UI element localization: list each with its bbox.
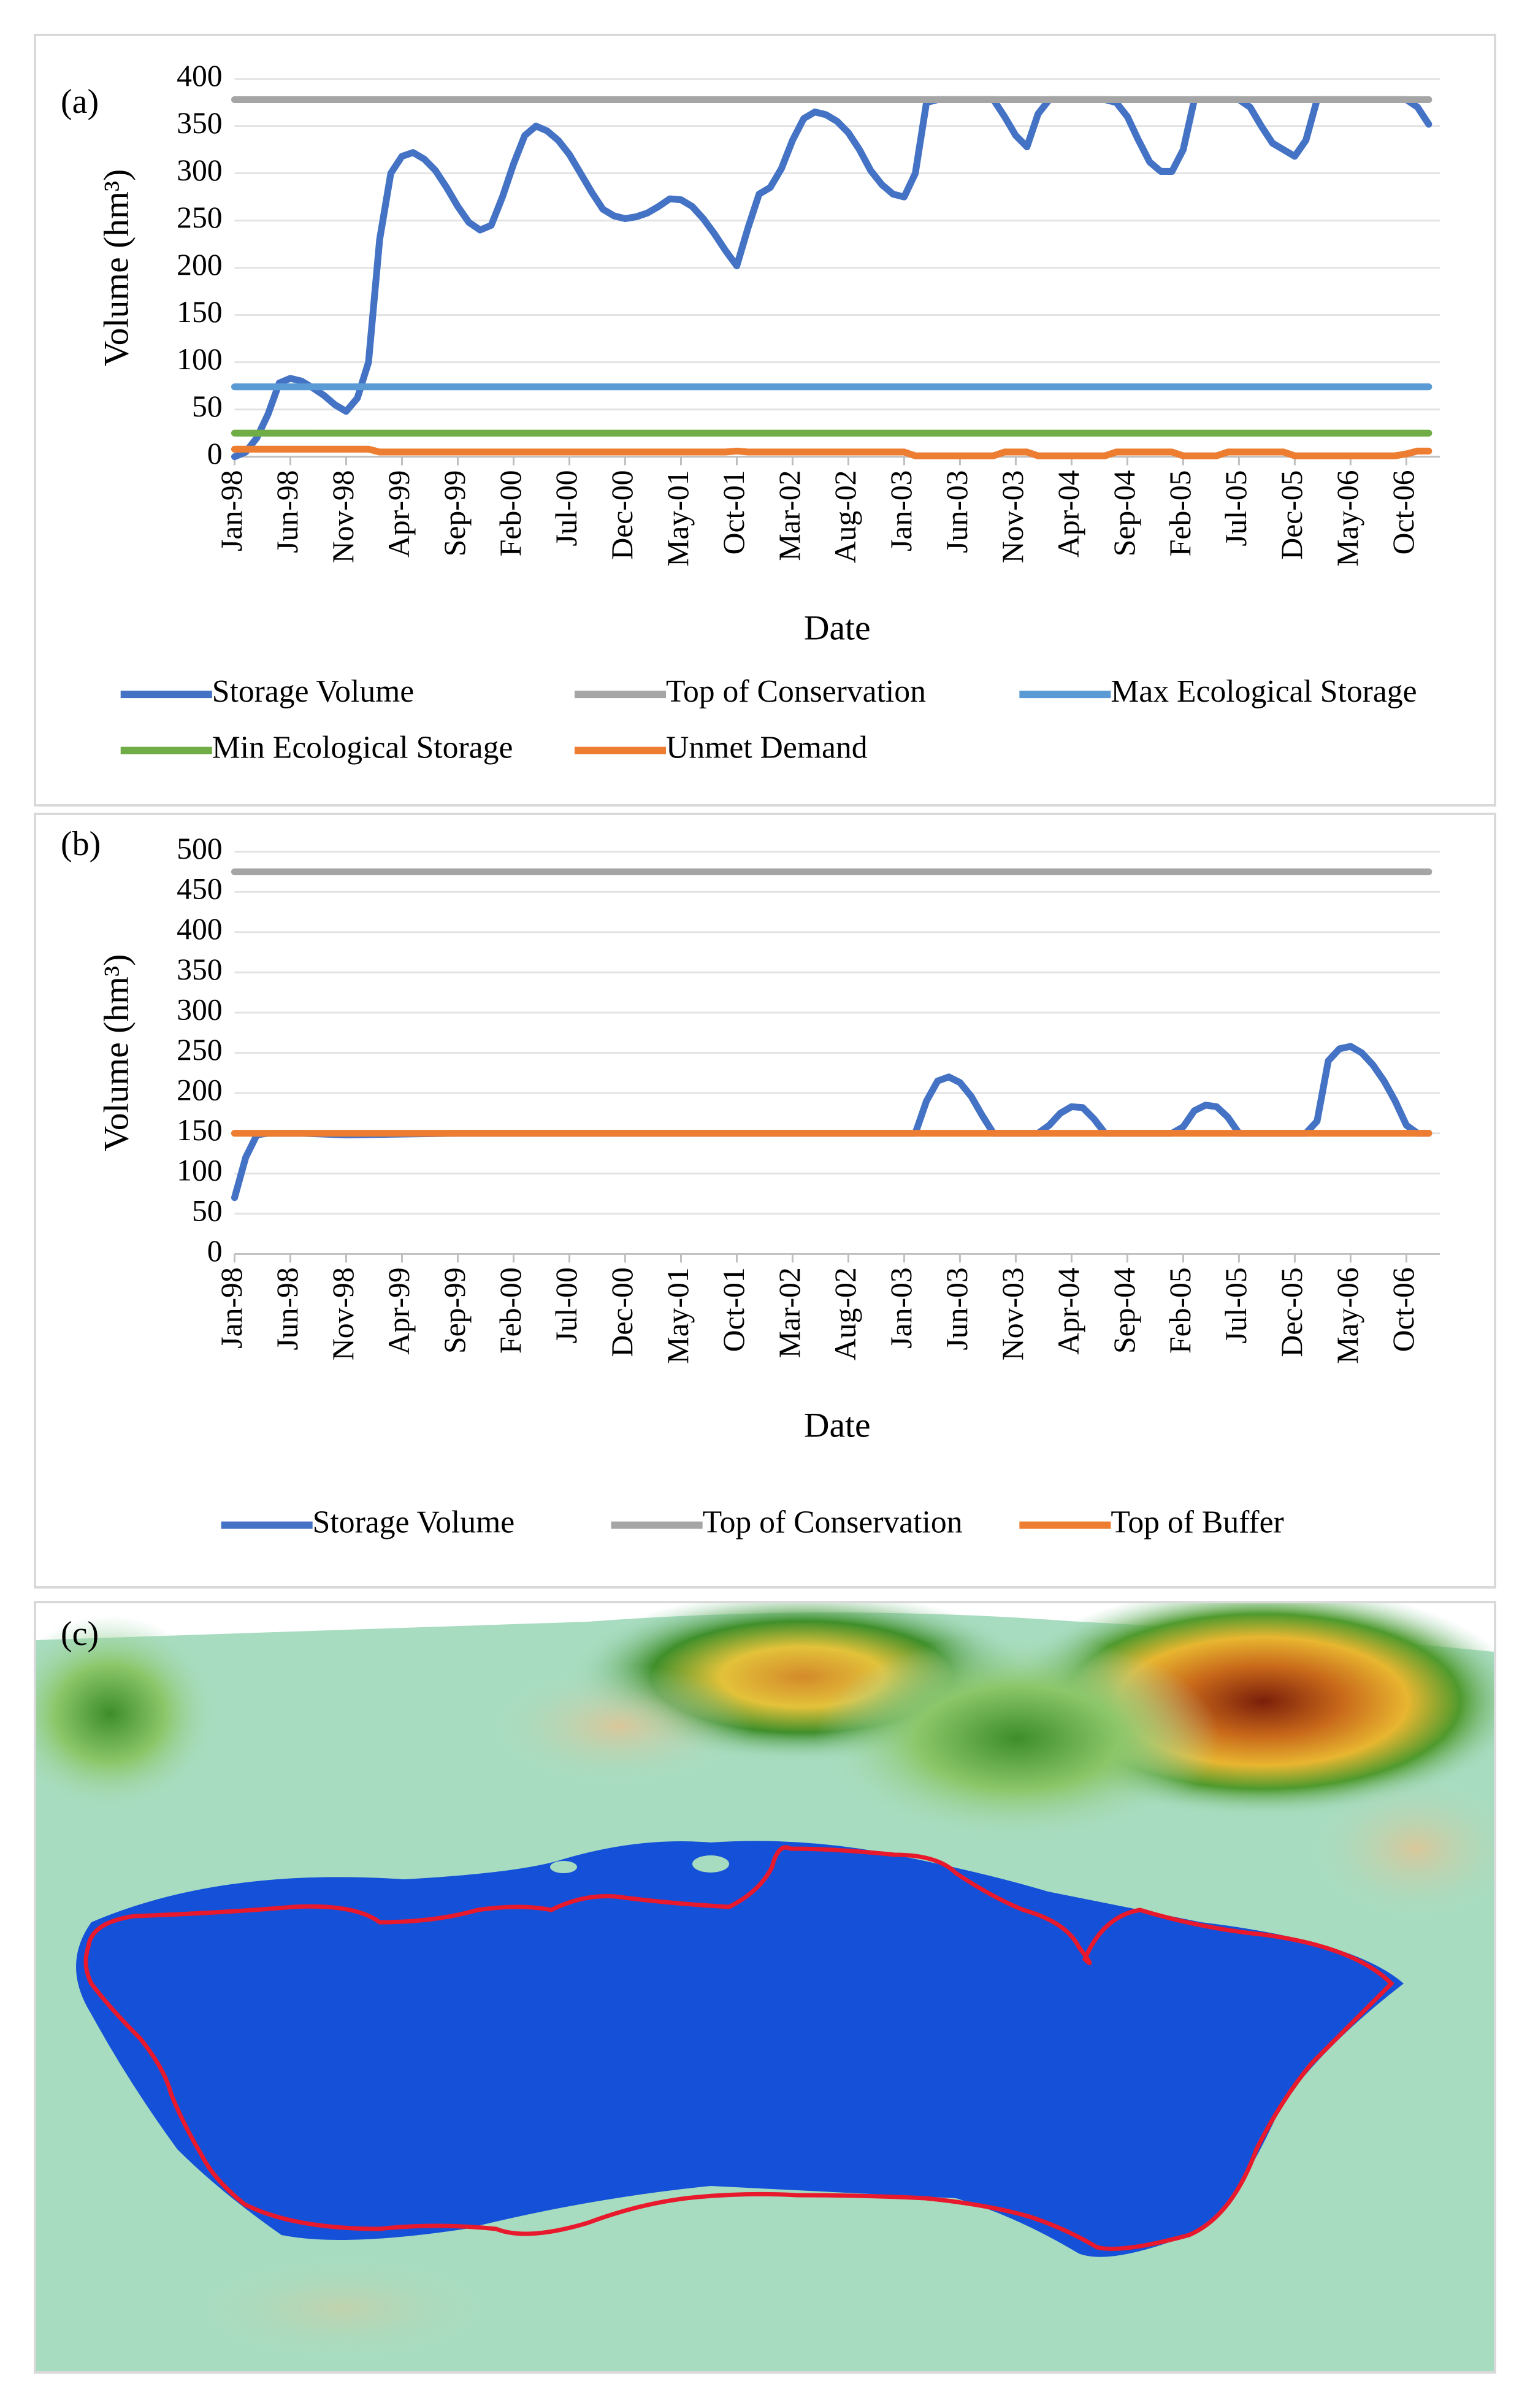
y-tick-label: 200 <box>177 248 223 282</box>
y-tick-label: 100 <box>177 1154 223 1187</box>
legend-entry: Unmet Demand <box>666 730 868 765</box>
x-tick-label: Apr-99 <box>382 470 416 557</box>
x-tick-label: Jan-03 <box>884 1267 918 1348</box>
y-tick-label: 200 <box>177 1073 223 1107</box>
x-tick-label: Jan-98 <box>215 1267 248 1348</box>
y-tick-label: 50 <box>192 389 223 423</box>
x-tick-label: Feb-00 <box>494 1267 527 1354</box>
x-tick-label: May-06 <box>1331 470 1364 566</box>
y-axis-title: Volume (hm³) <box>98 954 136 1152</box>
y-tick-label: 450 <box>177 872 223 906</box>
x-tick-label: Jul-00 <box>549 470 583 546</box>
x-tick-label: May-06 <box>1331 1267 1364 1363</box>
x-tick-label: Sep-04 <box>1107 1267 1141 1354</box>
y-tick-label: 150 <box>177 1113 223 1147</box>
x-axis-title: Date <box>804 609 871 648</box>
panel-label-b: (b) <box>61 825 101 863</box>
island-2 <box>692 1855 729 1873</box>
x-tick-label: Oct-01 <box>717 470 751 554</box>
y-tick-label: 350 <box>177 953 223 986</box>
x-tick-label: Feb-05 <box>1163 470 1197 556</box>
x-tick-label: May-01 <box>661 1267 695 1363</box>
y-tick-label: 300 <box>177 153 223 187</box>
sand-hills <box>484 1665 754 1787</box>
y-tick-label: 300 <box>177 992 223 1026</box>
y-tick-label: 350 <box>177 106 223 140</box>
legend-entry: Storage Volume <box>212 674 415 709</box>
panel-label-a: (a) <box>61 83 99 121</box>
hills-north <box>815 1634 1220 1842</box>
x-tick-label: Aug-02 <box>828 470 862 563</box>
y-tick-label: 250 <box>177 201 223 234</box>
chart-b-svg: 0 50 100 150 200 250 300 350 400 450 500 Jan-98 Jun-… <box>98 832 1440 1540</box>
series-line-unmet-demand <box>231 445 1432 459</box>
hills-west <box>36 1616 220 1812</box>
x-tick-label: Apr-04 <box>1052 1267 1085 1355</box>
x-tick-label: Oct-06 <box>1387 1267 1420 1352</box>
series-line-storage-volume <box>231 1043 1432 1202</box>
x-tick-label: Sep-99 <box>438 470 472 556</box>
chart-a-svg: 0 50 100 150 200 250 300 350 400 Jan-98 Jun-98 Nov-… <box>98 59 1440 765</box>
x-tick-label: Jul-05 <box>1219 470 1253 546</box>
terrain-map <box>36 1603 1494 2371</box>
x-tick-label: Sep-99 <box>438 1267 472 1354</box>
legend-entry: Top of Conservation <box>703 1505 963 1540</box>
terrain-map-panel: (c) <box>34 1601 1496 2374</box>
x-tick-label: Oct-06 <box>1387 470 1420 554</box>
y-tick-label: 400 <box>177 912 223 946</box>
x-tick-label: Jul-05 <box>1219 1267 1253 1343</box>
x-tick-label: Jun-98 <box>270 1267 304 1350</box>
x-tick-label: Jun-98 <box>270 470 304 553</box>
x-tick-label: Feb-05 <box>1163 1267 1197 1354</box>
y-tick-label: 50 <box>192 1194 223 1227</box>
y-axis-title: Volume (hm³) <box>98 169 136 367</box>
x-tick-label: Dec-05 <box>1275 470 1309 559</box>
legend-entry: Storage Volume <box>313 1505 515 1540</box>
x-tick-label: Nov-98 <box>326 470 360 563</box>
x-tick-label: Oct-01 <box>717 1267 751 1352</box>
x-tick-label: Nov-98 <box>326 1267 360 1360</box>
y-tick-label: 150 <box>177 295 223 329</box>
reservoir-outline <box>83 1845 1394 2251</box>
x-axis-title: Date <box>804 1406 871 1445</box>
y-tick-label: 500 <box>177 832 223 865</box>
x-tick-label: May-01 <box>661 470 695 566</box>
x-tick-label: Jan-98 <box>215 470 248 551</box>
y-tick-label: 0 <box>207 437 223 470</box>
legend-entry: Max Ecological Storage <box>1111 674 1417 709</box>
x-tick-label: Feb-00 <box>494 470 527 556</box>
y-tick-label: 100 <box>177 342 223 376</box>
legend-entry: Top of Buffer <box>1111 1505 1283 1540</box>
x-tick-label: Nov-03 <box>996 470 1030 563</box>
x-tick-label: Apr-04 <box>1052 470 1085 558</box>
y-tick-label: 250 <box>177 1033 223 1067</box>
island-1 <box>550 1861 577 1873</box>
x-tick-label: Jun-03 <box>940 470 974 553</box>
sand-hills-east <box>1306 1775 1494 1922</box>
x-tick-label: Mar-02 <box>773 470 806 561</box>
x-tick-label: Dec-05 <box>1275 1267 1309 1357</box>
y-tick-label: 0 <box>207 1234 223 1268</box>
x-tick-label: Aug-02 <box>828 1267 862 1360</box>
legend-entry: Top of Conservation <box>666 674 926 709</box>
y-tick-label: 400 <box>177 59 223 93</box>
panel-label-c: (c) <box>61 1615 99 1653</box>
series-line-storage-volume <box>231 96 1432 461</box>
x-tick-label: Mar-02 <box>773 1267 806 1358</box>
reservoir-water <box>76 1841 1404 2257</box>
chart-panel-a: (a) 0 50 100 150 200 250 300 350 400 Jan-98 Jun-98… <box>34 34 1496 807</box>
chart-panel-b: (b) 0 50 100 150 200 250 300 350 400 450 500 Jan-98… <box>34 813 1496 1589</box>
x-tick-label: Nov-03 <box>996 1267 1030 1360</box>
x-tick-label: Dec-00 <box>605 470 639 559</box>
x-tick-label: Jul-00 <box>549 1267 583 1343</box>
x-tick-label: Jan-03 <box>884 470 918 551</box>
x-tick-label: Apr-99 <box>382 1267 416 1354</box>
x-tick-label: Sep-04 <box>1107 470 1141 556</box>
x-tick-label: Dec-00 <box>605 1267 639 1357</box>
x-tick-label: Jun-03 <box>940 1267 974 1350</box>
legend-entry: Min Ecological Storage <box>212 730 513 765</box>
sand-south <box>183 2253 502 2364</box>
